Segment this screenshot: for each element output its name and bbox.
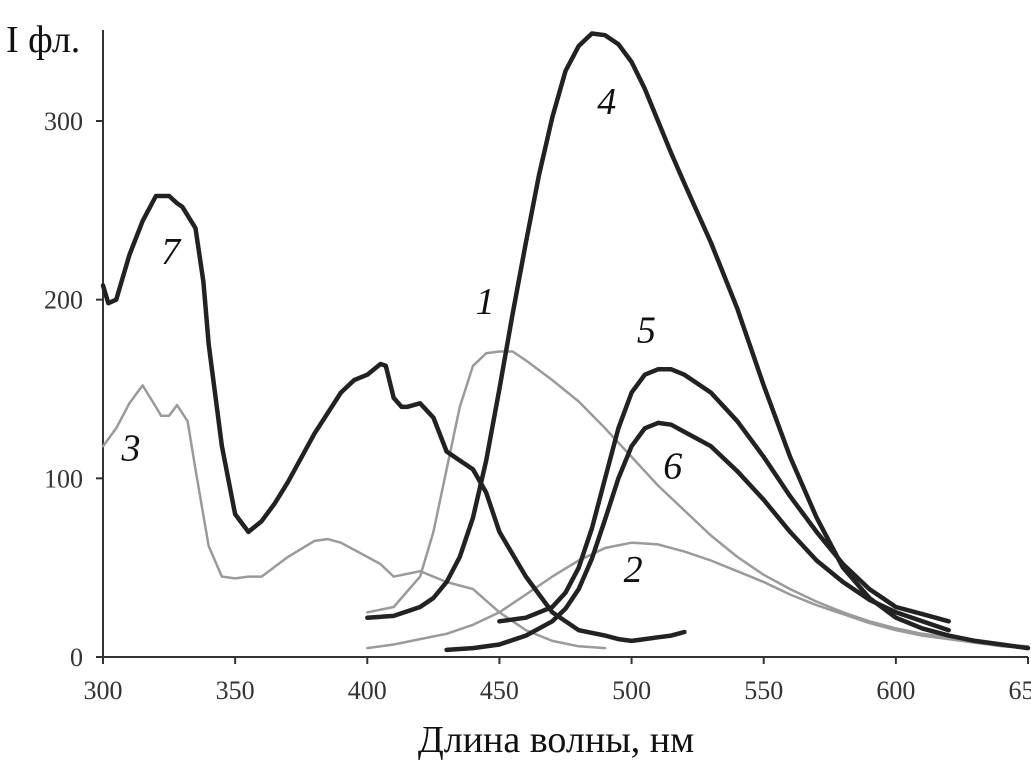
y-tick-label: 100 xyxy=(44,464,83,493)
series-label-3: 3 xyxy=(121,427,141,469)
x-tick-label: 600 xyxy=(876,676,915,705)
x-tick-label: 400 xyxy=(348,676,387,705)
x-tick-label: 450 xyxy=(480,676,519,705)
x-tick-label: 650 xyxy=(1009,676,1031,705)
series-label-5: 5 xyxy=(637,310,656,352)
series-label-6: 6 xyxy=(663,445,682,487)
series-line-1 xyxy=(366,350,1030,648)
series-line-5 xyxy=(497,367,951,624)
series-line-7 xyxy=(100,193,687,644)
x-tick-label: 550 xyxy=(744,676,783,705)
series-labels: 1 2 3 4 5 6 7 xyxy=(121,81,683,591)
y-tick-label: 0 xyxy=(70,643,83,672)
axes: 300 350 400 450 500 550 600 650 0 100 200 300 xyxy=(44,30,1031,705)
series-line-6 xyxy=(444,420,951,653)
series-label-1: 1 xyxy=(476,281,495,323)
series-label-2: 2 xyxy=(624,549,643,591)
x-tick-label: 300 xyxy=(84,676,123,705)
y-tick-label: 300 xyxy=(44,107,83,136)
series-label-7: 7 xyxy=(161,231,182,273)
y-tick-label: 200 xyxy=(44,286,83,315)
x-tick-label: 500 xyxy=(612,676,651,705)
plot-area xyxy=(100,31,1031,653)
x-tick-label: 350 xyxy=(216,676,255,705)
series-line-3 xyxy=(101,384,607,650)
series-label-4: 4 xyxy=(597,81,616,123)
y-axis-title: I фл. xyxy=(6,19,80,61)
x-axis-title: Длина волны, нм xyxy=(418,719,694,761)
series-line-2 xyxy=(366,541,1030,650)
